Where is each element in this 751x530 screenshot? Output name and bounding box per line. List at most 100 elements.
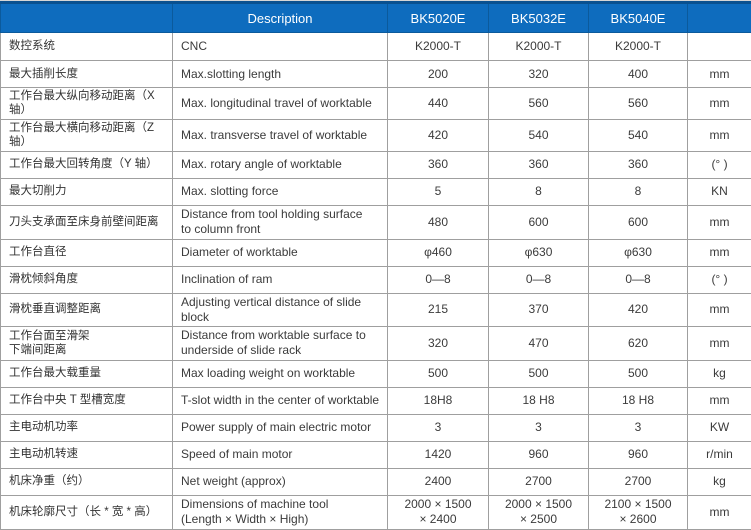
cell-unit: (° ): [688, 266, 751, 293]
cell-unit: KN: [688, 178, 751, 205]
cell-value-bk5020e: 3: [388, 414, 489, 441]
table-row: 工作台最大横向移动距离（Z 轴）Max. transverse travel o…: [1, 119, 751, 151]
cell-spec-name-cn: 滑枕垂直调整距离: [1, 293, 173, 326]
cell-spec-name-cn: 刀头支承面至床身前壁间距离: [1, 205, 173, 239]
cell-spec-name-cn: 工作台直径: [1, 239, 173, 266]
header-description: Description: [173, 3, 388, 33]
cell-description: Speed of main motor: [173, 441, 388, 468]
cell-value-bk5040e: φ630: [589, 239, 688, 266]
cell-value-bk5032e: 2000 × 1500 × 2500: [489, 495, 589, 529]
cell-spec-name-cn: 工作台最大载重量: [1, 360, 173, 387]
header-row: Description BK5020E BK5032E BK5040E: [1, 3, 751, 33]
cell-unit: mm: [688, 205, 751, 239]
cell-spec-name-cn: 工作台最大回转角度（Y 轴）: [1, 151, 173, 178]
cell-unit: mm: [688, 119, 751, 151]
cell-description: Max. longitudinal travel of worktable: [173, 88, 388, 120]
cell-value-bk5040e: 2700: [589, 468, 688, 495]
cell-unit: r/min: [688, 441, 751, 468]
cell-description: Adjusting vertical distance of slide blo…: [173, 293, 388, 326]
header-model-bk5040e: BK5040E: [589, 3, 688, 33]
cell-value-bk5032e: 500: [489, 360, 589, 387]
cell-spec-name-cn: 滑枕倾斜角度: [1, 266, 173, 293]
cell-description: Inclination of ram: [173, 266, 388, 293]
cell-value-bk5032e: 8: [489, 178, 589, 205]
cell-value-bk5032e: 560: [489, 88, 589, 120]
cell-value-bk5020e: 360: [388, 151, 489, 178]
cell-spec-name-cn: 主电动机功率: [1, 414, 173, 441]
cell-value-bk5032e: φ630: [489, 239, 589, 266]
cell-description: CNC: [173, 33, 388, 61]
cell-value-bk5020e: 215: [388, 293, 489, 326]
cell-value-bk5040e: 500: [589, 360, 688, 387]
cell-description: Distance from tool holding surface to co…: [173, 205, 388, 239]
cell-value-bk5020e: 18H8: [388, 387, 489, 414]
cell-value-bk5040e: 540: [589, 119, 688, 151]
table-row: 机床轮廓尺寸（长 * 宽 * 高）Dimensions of machine t…: [1, 495, 751, 529]
cell-description: T-slot width in the center of worktable: [173, 387, 388, 414]
cell-value-bk5032e: 2700: [489, 468, 589, 495]
cell-unit: mm: [688, 326, 751, 360]
cell-value-bk5040e: 620: [589, 326, 688, 360]
cell-value-bk5020e: 500: [388, 360, 489, 387]
cell-value-bk5020e: φ460: [388, 239, 489, 266]
cell-unit: mm: [688, 88, 751, 120]
cell-description: Diameter of worktable: [173, 239, 388, 266]
cell-value-bk5040e: 18 H8: [589, 387, 688, 414]
cell-unit: kg: [688, 468, 751, 495]
header-unit: [688, 3, 751, 33]
cell-description: Max. slotting force: [173, 178, 388, 205]
header-model-bk5032e: BK5032E: [489, 3, 589, 33]
cell-value-bk5040e: 960: [589, 441, 688, 468]
cell-description: Max. rotary angle of worktable: [173, 151, 388, 178]
cell-value-bk5032e: 540: [489, 119, 589, 151]
cell-value-bk5040e: 360: [589, 151, 688, 178]
cell-unit: [688, 33, 751, 61]
cell-unit: (° ): [688, 151, 751, 178]
cell-value-bk5032e: 320: [489, 61, 589, 88]
cell-value-bk5020e: 5: [388, 178, 489, 205]
cell-value-bk5040e: 420: [589, 293, 688, 326]
cell-value-bk5020e: 2000 × 1500 × 2400: [388, 495, 489, 529]
cell-value-bk5020e: K2000-T: [388, 33, 489, 61]
cell-description: Max loading weight on worktable: [173, 360, 388, 387]
cell-description: Max.slotting length: [173, 61, 388, 88]
cell-value-bk5040e: 600: [589, 205, 688, 239]
cell-value-bk5020e: 2400: [388, 468, 489, 495]
cell-value-bk5020e: 420: [388, 119, 489, 151]
cell-unit: mm: [688, 495, 751, 529]
cell-spec-name-cn: 机床轮廓尺寸（长 * 宽 * 高）: [1, 495, 173, 529]
cell-value-bk5032e: K2000-T: [489, 33, 589, 61]
cell-spec-name-cn: 工作台中央 T 型槽宽度: [1, 387, 173, 414]
cell-spec-name-cn: 最大切削力: [1, 178, 173, 205]
cell-value-bk5040e: 8: [589, 178, 688, 205]
cell-value-bk5032e: 470: [489, 326, 589, 360]
cell-value-bk5020e: 440: [388, 88, 489, 120]
cell-unit: mm: [688, 239, 751, 266]
cell-value-bk5040e: 3: [589, 414, 688, 441]
cell-value-bk5020e: 200: [388, 61, 489, 88]
cell-value-bk5020e: 1420: [388, 441, 489, 468]
cell-description: Max. transverse travel of worktable: [173, 119, 388, 151]
header-spec-cn: [1, 3, 173, 33]
cell-value-bk5032e: 3: [489, 414, 589, 441]
cell-spec-name-cn: 数控系统: [1, 33, 173, 61]
cell-spec-name-cn: 主电动机转速: [1, 441, 173, 468]
cell-unit: kg: [688, 360, 751, 387]
table-row: 工作台最大回转角度（Y 轴）Max. rotary angle of workt…: [1, 151, 751, 178]
cell-description: Net weight (approx): [173, 468, 388, 495]
table-row: 工作台最大纵向移动距离（X 轴）Max. longitudinal travel…: [1, 88, 751, 120]
cell-spec-name-cn: 机床净重（约）: [1, 468, 173, 495]
cell-value-bk5020e: 0—8: [388, 266, 489, 293]
cell-value-bk5032e: 370: [489, 293, 589, 326]
cell-value-bk5040e: K2000-T: [589, 33, 688, 61]
